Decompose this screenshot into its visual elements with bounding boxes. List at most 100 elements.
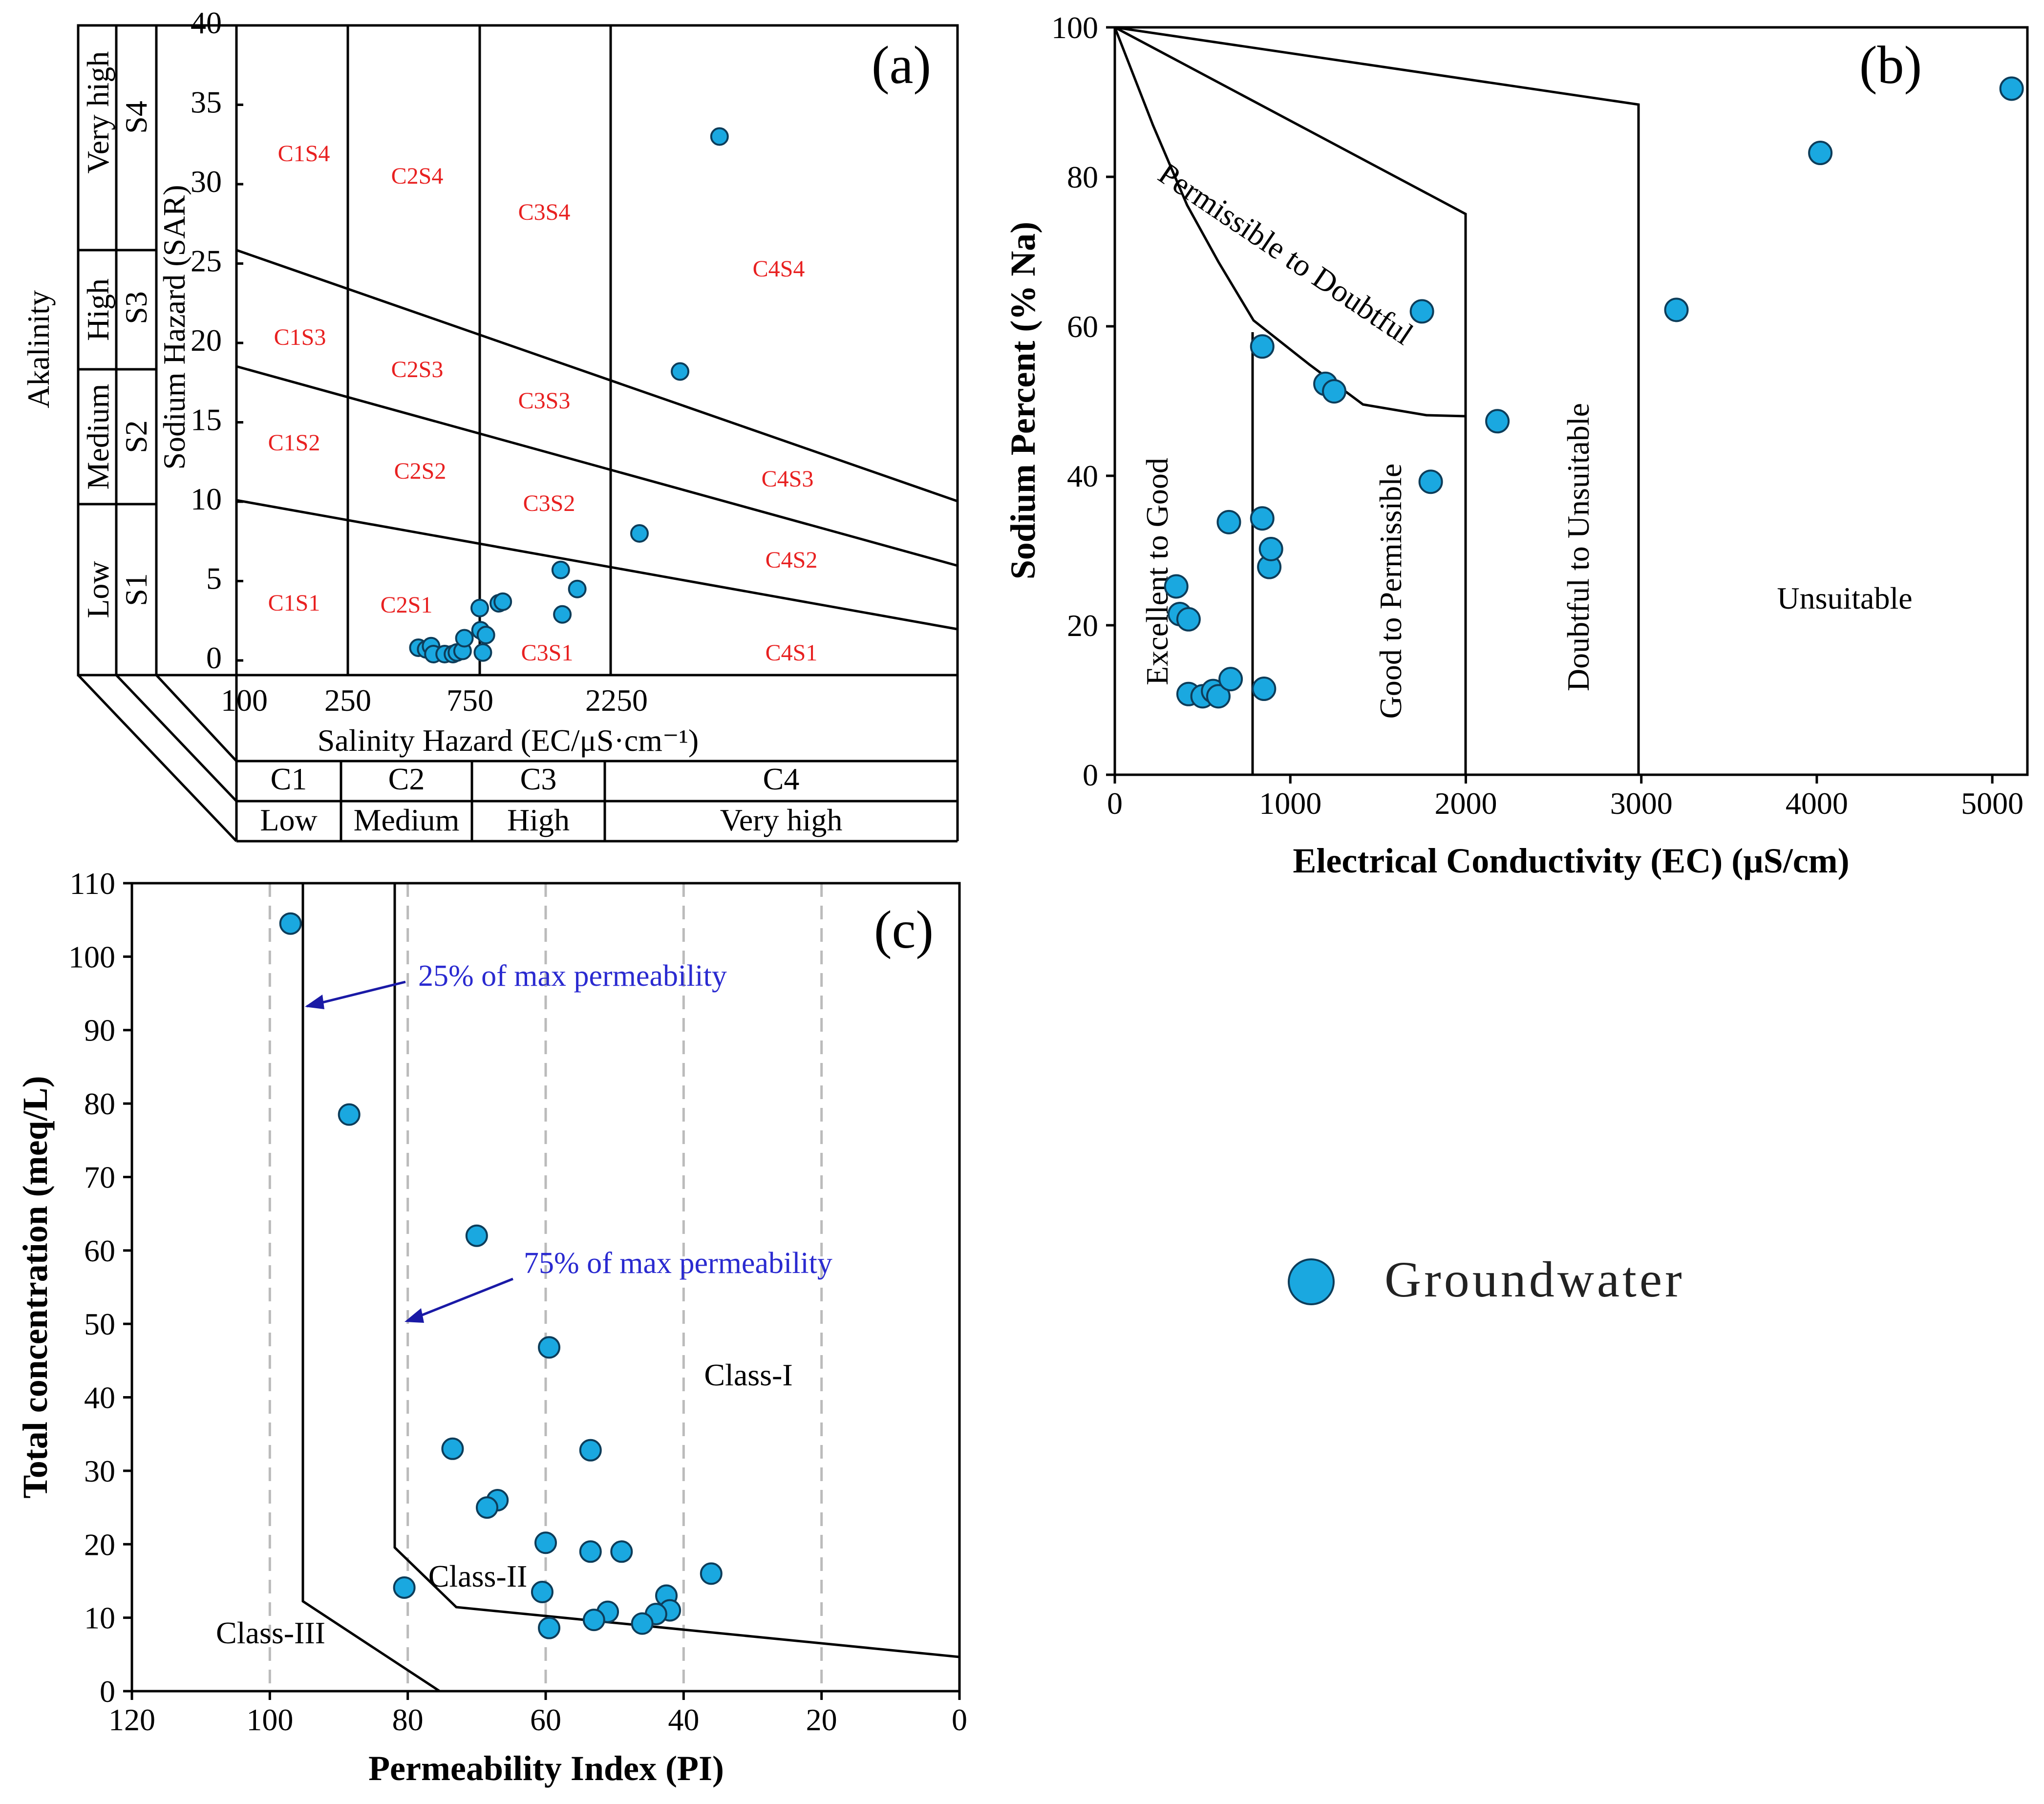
panel-b-y-axis-title: Sodium Percent (% Na)	[1003, 222, 1043, 580]
panel-b-data-point	[1999, 76, 2024, 101]
panel-a-c1-code: C1	[271, 762, 307, 796]
panel-a-s2-code: S2	[119, 420, 153, 453]
panel-a-data-point	[455, 629, 474, 648]
panel-b-boundary-permissible	[1114, 26, 1467, 775]
panel-a-y-tick-label: 15	[191, 403, 222, 437]
panel-a-base-edge-2	[115, 674, 237, 802]
panel-c-ticks: 120 100 80 60 40 20 0 0 10 20 30 40 50 60 70 80 90 100 110	[68, 866, 967, 1737]
panel-c-boundary-75-percent	[393, 883, 960, 1658]
panel-b-zone-label: Unsuitable	[1777, 581, 1912, 615]
panel-a-c2-code: C2	[388, 762, 425, 796]
panel-b-data-point	[1218, 667, 1243, 692]
panel-c-data-point	[476, 1496, 499, 1519]
panel-a-y-axis-title: Sodium Hazard (SAR)	[157, 185, 192, 469]
panel-a-data-point	[551, 560, 570, 579]
panel-b-data-point	[1409, 299, 1434, 324]
panel-a-s1-code: S1	[119, 573, 153, 606]
panel-b-data-point	[1418, 469, 1443, 494]
panel-c-data-point	[338, 1103, 361, 1126]
panel-b-y-tick-label: 0	[1083, 758, 1098, 792]
panel-c-y-tick-label: 0	[100, 1674, 115, 1709]
panel-a-data-point	[493, 592, 512, 611]
panel-b-data-point	[1252, 677, 1277, 701]
panel-b-points	[1164, 76, 2024, 709]
panel-a-zone-label: C4S2	[766, 547, 818, 573]
panel-c-y-tick-label: 10	[84, 1601, 115, 1635]
panel-a-y-tick-label: 40	[191, 5, 222, 40]
panel-c-data-point	[538, 1336, 561, 1359]
panel-a-data-point	[476, 626, 495, 644]
panel-c-y-tick-label: 50	[84, 1307, 115, 1341]
panel-c-arrow-75	[407, 1277, 513, 1322]
panel-b-zone-label: Good to Permissible	[1373, 464, 1408, 719]
panel-b-data-point	[1206, 684, 1231, 709]
panel-a-x-tick: 2250	[585, 683, 648, 718]
panel-c-doneen: 120 100 80 60 40 20 0 0 10 20 30 40 50 60 70 80 90 100 110…	[16, 866, 967, 1788]
panel-b-zone-label: Excellent to Good	[1140, 458, 1174, 685]
panel-b-x-tick-label: 4000	[1786, 786, 1848, 821]
panel-a-x-tick: 100	[221, 683, 268, 718]
panel-c-y-tick-label: 30	[84, 1454, 115, 1488]
panel-a-base-edge-3	[155, 674, 237, 762]
panel-c-data-point	[631, 1612, 654, 1635]
panel-b-data-point	[1216, 509, 1241, 534]
panel-b-data-point	[1176, 607, 1201, 632]
panel-b-data-point	[1164, 574, 1189, 599]
panel-c-y-tick-label: 90	[84, 1013, 115, 1048]
panel-b-label: (b)	[1859, 35, 1922, 95]
panel-a-zone-label: C1S4	[278, 141, 330, 167]
panel-a-wilcox-sar: 0 5 10 15 20 25 30 35 40 Akalinity Very high Hig…	[21, 5, 959, 843]
panel-c-data-point	[441, 1437, 464, 1460]
panel-a-s4-code: S4	[119, 101, 153, 134]
panel-a-s3-label: High	[81, 278, 115, 341]
panel-a-x-tick: 250	[324, 683, 371, 718]
panel-a-zone-label: C2S1	[381, 592, 433, 618]
panel-a-data-point	[568, 579, 587, 598]
panel-a-data-point	[553, 605, 572, 624]
panel-a-data-point	[473, 643, 492, 662]
panel-c-arrowhead-25	[305, 995, 324, 1009]
panel-c-x-tick-label: 120	[108, 1702, 155, 1737]
panel-c-annotation: 75% of max permeability	[524, 1247, 832, 1280]
panel-c-zone-label: Class-II	[428, 1559, 528, 1593]
panel-a-side-title: Akalinity	[21, 290, 56, 408]
panel-a-zone-label: C4S4	[753, 256, 805, 282]
panel-a-c3-code: C3	[520, 762, 557, 796]
panel-a-s2-label: Medium	[81, 384, 115, 490]
panel-a-x-axis-title: Salinity Hazard (EC/μS·cm⁻¹)	[318, 723, 699, 758]
panel-c-data-point	[393, 1576, 416, 1599]
panel-a-y-tick-label: 25	[191, 244, 222, 278]
panel-c-y-axis-title: Total concentration (meq/L)	[16, 1076, 55, 1498]
legend-label: Groundwater	[1384, 1252, 1685, 1308]
panel-a-y-ticks: 0 5 10 15 20 25 30 35 40	[191, 5, 243, 675]
panel-c-data-point	[465, 1224, 488, 1247]
panel-a-s4-label: Very high	[81, 51, 115, 174]
panel-c-annotation: 25% of max permeability	[418, 959, 727, 993]
panel-b-x-tick-label: 3000	[1610, 786, 1673, 821]
panel-a-zone-label: C2S2	[394, 458, 447, 484]
panel-a-y-tick-label: 20	[191, 323, 222, 358]
panel-b-x-tick-label: 5000	[1961, 786, 2023, 821]
panel-b-data-point	[1258, 536, 1283, 561]
panel-c-y-tick-label: 60	[84, 1233, 115, 1268]
panel-a-zone-label: C1S2	[268, 430, 320, 456]
panel-c-y-tick-label: 110	[69, 866, 115, 901]
panel-c-y-tick-label: 100	[68, 939, 115, 974]
panel-c-data-point	[579, 1540, 602, 1563]
panel-b-data-point	[1664, 297, 1689, 322]
panel-a-data-point	[671, 362, 690, 381]
panel-a-base-edge-1	[77, 674, 237, 842]
panel-c-boundary-25-percent	[301, 883, 441, 1693]
panel-a-c2-label: Medium	[354, 803, 460, 837]
panel-b-boundary-doubtful	[1114, 26, 1640, 775]
panel-c-data-point	[610, 1540, 633, 1563]
panel-a-zone-label: C4S1	[766, 640, 818, 666]
panel-b-zone-label: Permissible to Doubtful	[1152, 156, 1420, 352]
panel-c-data-point	[534, 1531, 557, 1554]
legend: Groundwater	[1288, 1252, 1685, 1308]
panel-c-x-tick-label: 0	[952, 1702, 967, 1737]
panel-b-zone-label: Doubtful to Unsuitable	[1561, 403, 1596, 691]
panel-a-zone-label: C1S3	[274, 324, 326, 350]
panel-a-s3-s4-boundary	[236, 249, 958, 503]
